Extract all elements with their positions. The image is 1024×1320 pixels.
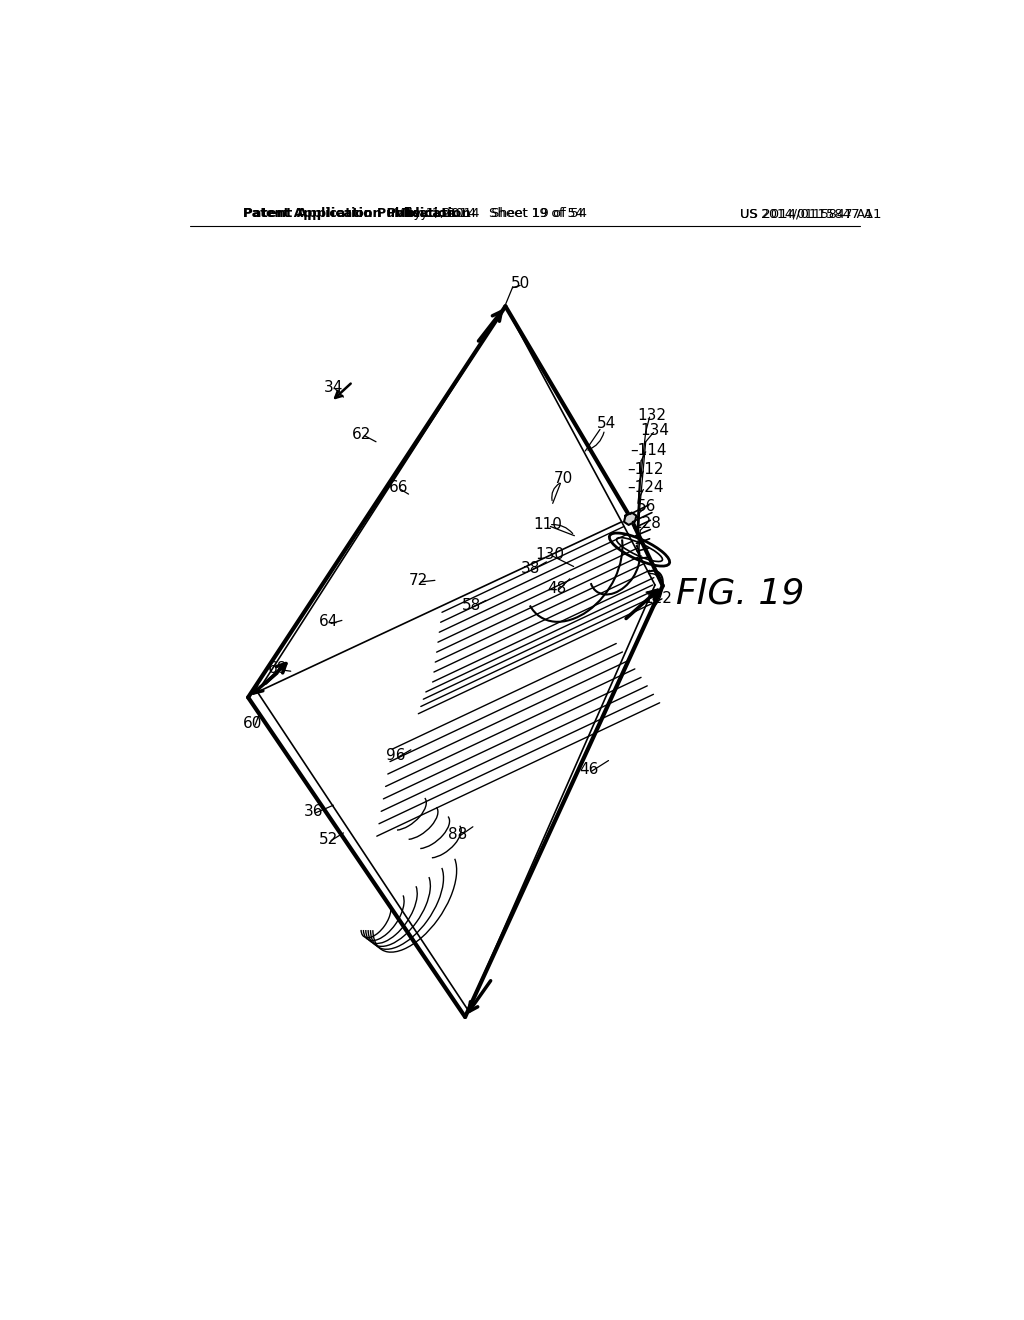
Text: 66: 66: [389, 480, 409, 495]
Text: 52: 52: [319, 832, 338, 846]
Text: –124: –124: [628, 480, 664, 495]
Text: 68: 68: [268, 660, 288, 676]
Text: 122: 122: [644, 591, 673, 606]
Polygon shape: [624, 512, 636, 525]
Text: 72: 72: [409, 573, 428, 587]
Text: 54: 54: [597, 416, 615, 430]
Text: 38: 38: [520, 561, 540, 576]
Text: 88: 88: [447, 826, 467, 842]
Text: 56: 56: [637, 499, 656, 513]
Text: 58: 58: [462, 598, 481, 612]
Text: 46: 46: [580, 762, 599, 777]
Text: 110: 110: [534, 517, 562, 532]
Text: 60: 60: [243, 715, 262, 731]
Text: 50: 50: [511, 276, 529, 292]
Text: US 2014/0115847 A1: US 2014/0115847 A1: [740, 207, 873, 220]
Text: 48: 48: [547, 581, 566, 595]
Text: 134: 134: [640, 424, 670, 438]
Text: –112: –112: [628, 462, 664, 477]
Text: 96: 96: [386, 748, 406, 763]
Text: 130: 130: [536, 546, 564, 562]
Text: US 2014/0115847 A1: US 2014/0115847 A1: [740, 207, 882, 220]
Text: 36: 36: [303, 804, 323, 818]
Text: Patent Application Publication: Patent Application Publication: [243, 207, 455, 220]
Text: 34: 34: [324, 380, 343, 396]
Text: May 1, 2014   Sheet 19 of 54: May 1, 2014 Sheet 19 of 54: [401, 207, 583, 220]
Text: 64: 64: [319, 614, 338, 630]
Text: FIG. 19: FIG. 19: [676, 577, 805, 610]
Text: May 1, 2014   Sheet 19 of 54: May 1, 2014 Sheet 19 of 54: [394, 207, 587, 220]
Text: –114: –114: [631, 442, 667, 458]
Text: 128: 128: [633, 516, 662, 531]
Text: 132: 132: [637, 408, 667, 424]
Text: Patent Application Publication: Patent Application Publication: [243, 207, 470, 220]
Text: 62: 62: [352, 426, 372, 442]
Text: 70: 70: [554, 471, 573, 486]
